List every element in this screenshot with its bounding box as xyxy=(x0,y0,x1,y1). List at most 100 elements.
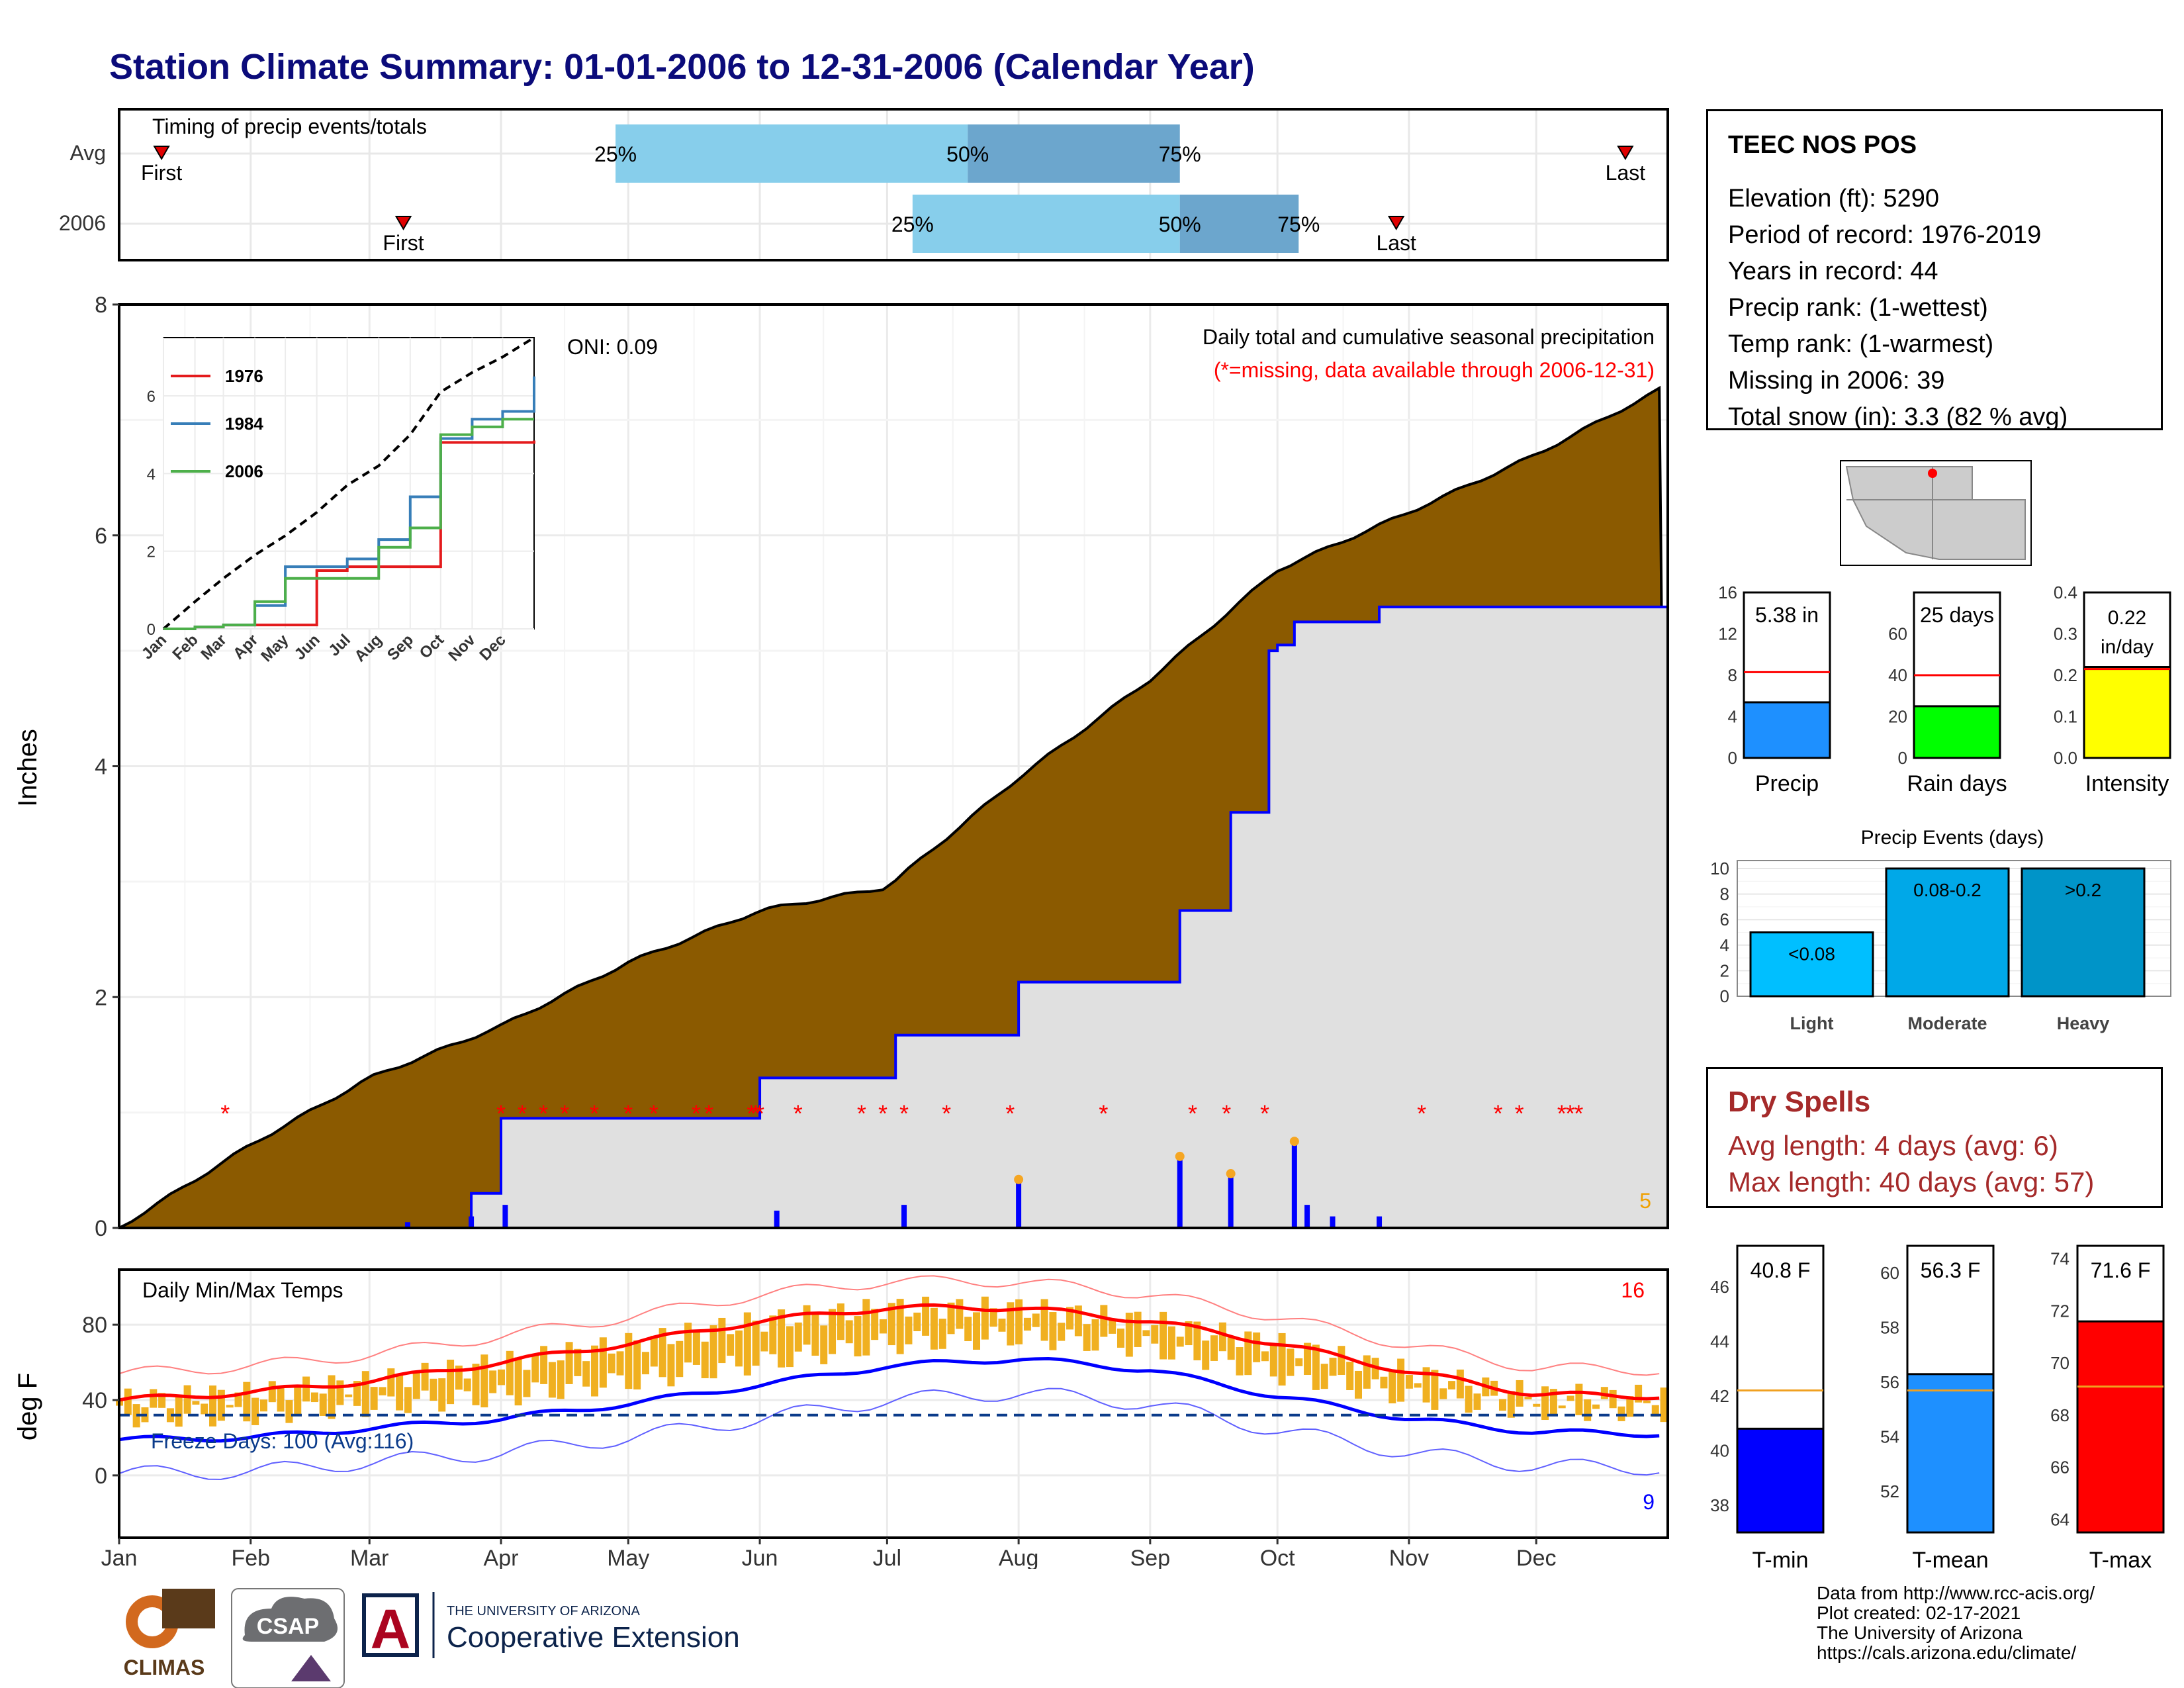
temp-summary-tick: 52 xyxy=(1880,1481,1899,1501)
timing-bar-upper xyxy=(968,124,1180,183)
missing-star: * xyxy=(1515,1100,1524,1127)
inset-ytick-label: 2 xyxy=(147,543,156,561)
month-axis: Jan Feb Mar Apr May Jun Jul Aug Sep Oct Nov Dec xyxy=(101,1538,1556,1569)
temp-daily-bar xyxy=(659,1328,666,1378)
temp-daily-bar xyxy=(1227,1337,1235,1360)
missing-star: * xyxy=(539,1100,548,1127)
temp-daily-bar xyxy=(1584,1399,1592,1421)
precip-events-chart: Precip Events (days) 0 2 4 6 8 10 <0.08 Light 0.… xyxy=(1710,827,2171,1033)
daily-precip-bar xyxy=(404,1222,410,1228)
missing-star: * xyxy=(857,1100,866,1127)
missing-star: * xyxy=(518,1100,527,1127)
inset-month-label: May xyxy=(257,631,293,666)
temp-daily-bar xyxy=(285,1400,293,1423)
mini-bar-label: Precip xyxy=(1755,771,1819,796)
temp-daily-bar xyxy=(268,1381,276,1403)
station-name: TEEC NOS POS xyxy=(1728,131,1917,159)
mini-bar-tick: 16 xyxy=(1718,583,1737,602)
temp-y-axis: 0 40 80 xyxy=(82,1313,119,1489)
temp-daily-bar xyxy=(226,1405,234,1408)
temp-daily-bar xyxy=(905,1316,913,1344)
mini-bar-tick: 0.0 xyxy=(2054,748,2077,768)
temp-daily-bar xyxy=(472,1364,480,1405)
month-label: Apr xyxy=(484,1546,519,1569)
ua-big-text: Cooperative Extension xyxy=(447,1621,740,1654)
climas-logo: CLIMAS xyxy=(124,1589,215,1679)
temp-daily-bar xyxy=(1244,1331,1252,1376)
daily-precip-bar xyxy=(774,1210,780,1228)
temp-daily-bar xyxy=(1287,1348,1295,1376)
temp-daily-bar xyxy=(302,1376,310,1402)
events-bar-Moderate xyxy=(1885,867,2010,998)
inset-month-label: Oct xyxy=(416,631,447,662)
temp-daily-bar xyxy=(1236,1347,1244,1376)
temp-daily-bar xyxy=(1185,1321,1193,1346)
missing-star: * xyxy=(220,1100,230,1127)
timing-bar-lower xyxy=(912,195,1180,253)
temp-daily-bar xyxy=(1329,1358,1337,1376)
missing-star: * xyxy=(704,1100,713,1127)
csap-logo: CSAP xyxy=(231,1588,345,1688)
events-bar-inner: <0.08 xyxy=(1788,944,1835,964)
station-location-dot xyxy=(1928,469,1937,478)
temp-daily-bar xyxy=(692,1330,700,1365)
timing-first-label: First xyxy=(141,161,182,185)
temp-daily-bar xyxy=(1405,1375,1413,1389)
temp-daily-bar xyxy=(1134,1311,1142,1347)
temp-summary-tick: 72 xyxy=(2050,1301,2070,1321)
temp-daily-bar xyxy=(319,1393,327,1416)
temp-daily-bar xyxy=(862,1299,870,1356)
missing-star: * xyxy=(1566,1100,1575,1127)
temp-daily-bar xyxy=(506,1350,514,1395)
temp-daily-bar xyxy=(582,1361,590,1387)
temp-daily-bar xyxy=(837,1303,844,1340)
timing-p25: 25% xyxy=(891,212,934,236)
missing-star: * xyxy=(878,1100,887,1127)
main-y-axis: 0 2 4 6 8 xyxy=(95,293,119,1241)
temp-daily-bar xyxy=(421,1362,429,1391)
temp-daily-bar xyxy=(1465,1385,1473,1413)
temp-daily-bar xyxy=(845,1320,853,1344)
temp-daily-bar xyxy=(1533,1403,1541,1407)
temp-daily-bar xyxy=(1040,1299,1048,1341)
mini-bar-Precip xyxy=(1743,701,1831,759)
temp-daily-bar xyxy=(752,1321,760,1366)
temp-daily-bar xyxy=(455,1365,463,1390)
temp-daily-bar xyxy=(251,1397,259,1425)
temp-daily-bar xyxy=(973,1312,981,1350)
temp-daily-bar xyxy=(1558,1405,1566,1409)
temp-daily-bar xyxy=(259,1399,267,1412)
station-precip-rank: Precip rank: (1-wettest) xyxy=(1728,294,1988,322)
temp-daily-bar xyxy=(523,1370,531,1397)
temp-daily-bar xyxy=(1091,1319,1099,1351)
mini-bar-tick: 0 xyxy=(1898,748,1907,768)
temp-summary-tick: 42 xyxy=(1710,1386,1729,1406)
missing-star: * xyxy=(623,1100,633,1127)
temp-daily-bar xyxy=(565,1342,573,1384)
daily-precip-bar xyxy=(1016,1179,1022,1228)
temp-daily-bar xyxy=(922,1296,930,1336)
temp-daily-bar xyxy=(201,1403,208,1415)
inset-month-label: Dec xyxy=(476,631,509,664)
temp-daily-bar xyxy=(998,1318,1006,1332)
temp-daily-bar xyxy=(310,1392,318,1403)
temp-daily-bar xyxy=(1414,1383,1422,1388)
mini-bar-tick: 0.1 xyxy=(2054,707,2077,727)
inset-ytick-label: 6 xyxy=(147,388,156,406)
footer-plot-date: Plot created: 02-17-2021 xyxy=(1817,1603,2021,1623)
temp-daily-bar xyxy=(1473,1393,1481,1410)
month-label: Oct xyxy=(1260,1546,1295,1569)
temp-daily-bar xyxy=(701,1341,709,1379)
inset-month-label: Aug xyxy=(351,631,385,665)
precip-chart: * * * * * * * * * * *** * * * * * * ** * * * * * * *** 0 2 4 6 8 Dai… xyxy=(13,293,1670,1241)
dry-spells-details: Avg length: 4 days (avg: 6) Max length: … xyxy=(1728,1127,2094,1200)
main-ytick-label: 6 xyxy=(95,524,107,549)
temp-ytick-label: 0 xyxy=(95,1464,107,1489)
oni-value: ONI: 0.09 xyxy=(567,335,658,359)
temp-daily-bar xyxy=(1253,1332,1261,1362)
temp-daily-bar xyxy=(1058,1323,1066,1341)
temp-daily-bar xyxy=(633,1340,641,1390)
temp-daily-bar xyxy=(650,1335,658,1367)
temp-daily-bar xyxy=(947,1302,955,1335)
temp-daily-bar xyxy=(1202,1340,1210,1370)
